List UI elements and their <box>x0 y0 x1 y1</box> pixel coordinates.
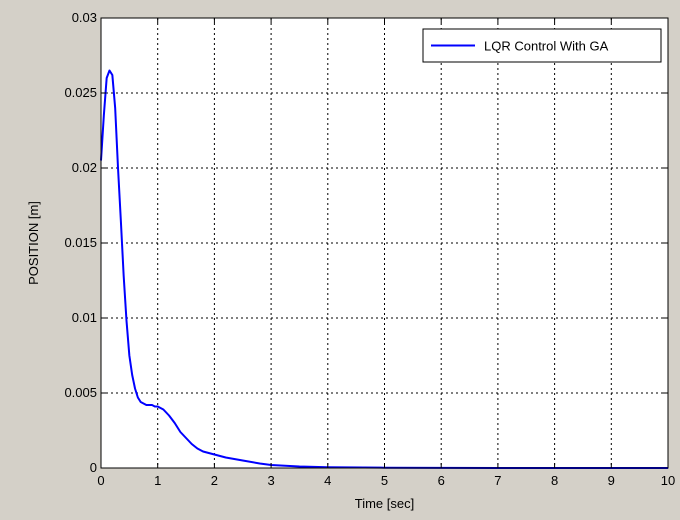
x-tick-label: 1 <box>154 473 161 488</box>
x-tick-label: 5 <box>381 473 388 488</box>
x-tick-label: 7 <box>494 473 501 488</box>
y-tick-label: 0.015 <box>64 235 97 250</box>
grid <box>101 18 668 468</box>
y-tick-label: 0.02 <box>72 160 97 175</box>
legend: LQR Control With GA <box>422 28 662 63</box>
x-tick-label: 9 <box>608 473 615 488</box>
x-tick-label: 8 <box>551 473 558 488</box>
plot-axes: 0 1 2 3 4 5 6 7 8 9 10 0 0.005 0.01 0.015 0.02 0.025 0.03 <box>64 10 675 488</box>
ticks: 0 1 2 3 4 5 6 7 8 9 10 0 0.005 0.01 0.015 0.02 0.025 0.03 <box>64 10 675 488</box>
data-layer <box>100 69 668 469</box>
y-tick-label: 0.01 <box>72 310 97 325</box>
x-axis-label: Time [sec] <box>355 496 414 511</box>
x-tick-label: 10 <box>661 473 675 488</box>
x-tick-label: 0 <box>97 473 104 488</box>
y-tick-label: 0 <box>90 460 97 475</box>
y-tick-label: 0.025 <box>64 85 97 100</box>
x-tick-label: 2 <box>211 473 218 488</box>
series-line <box>100 69 668 469</box>
y-axis-label: POSITION [m] <box>26 201 41 285</box>
x-tick-label: 4 <box>324 473 331 488</box>
x-tick-label: 3 <box>267 473 274 488</box>
x-tick-label: 6 <box>438 473 445 488</box>
legend-entry-label: LQR Control With GA <box>484 39 609 54</box>
y-tick-label: 0.03 <box>72 10 97 25</box>
y-tick-label: 0.005 <box>64 385 97 400</box>
